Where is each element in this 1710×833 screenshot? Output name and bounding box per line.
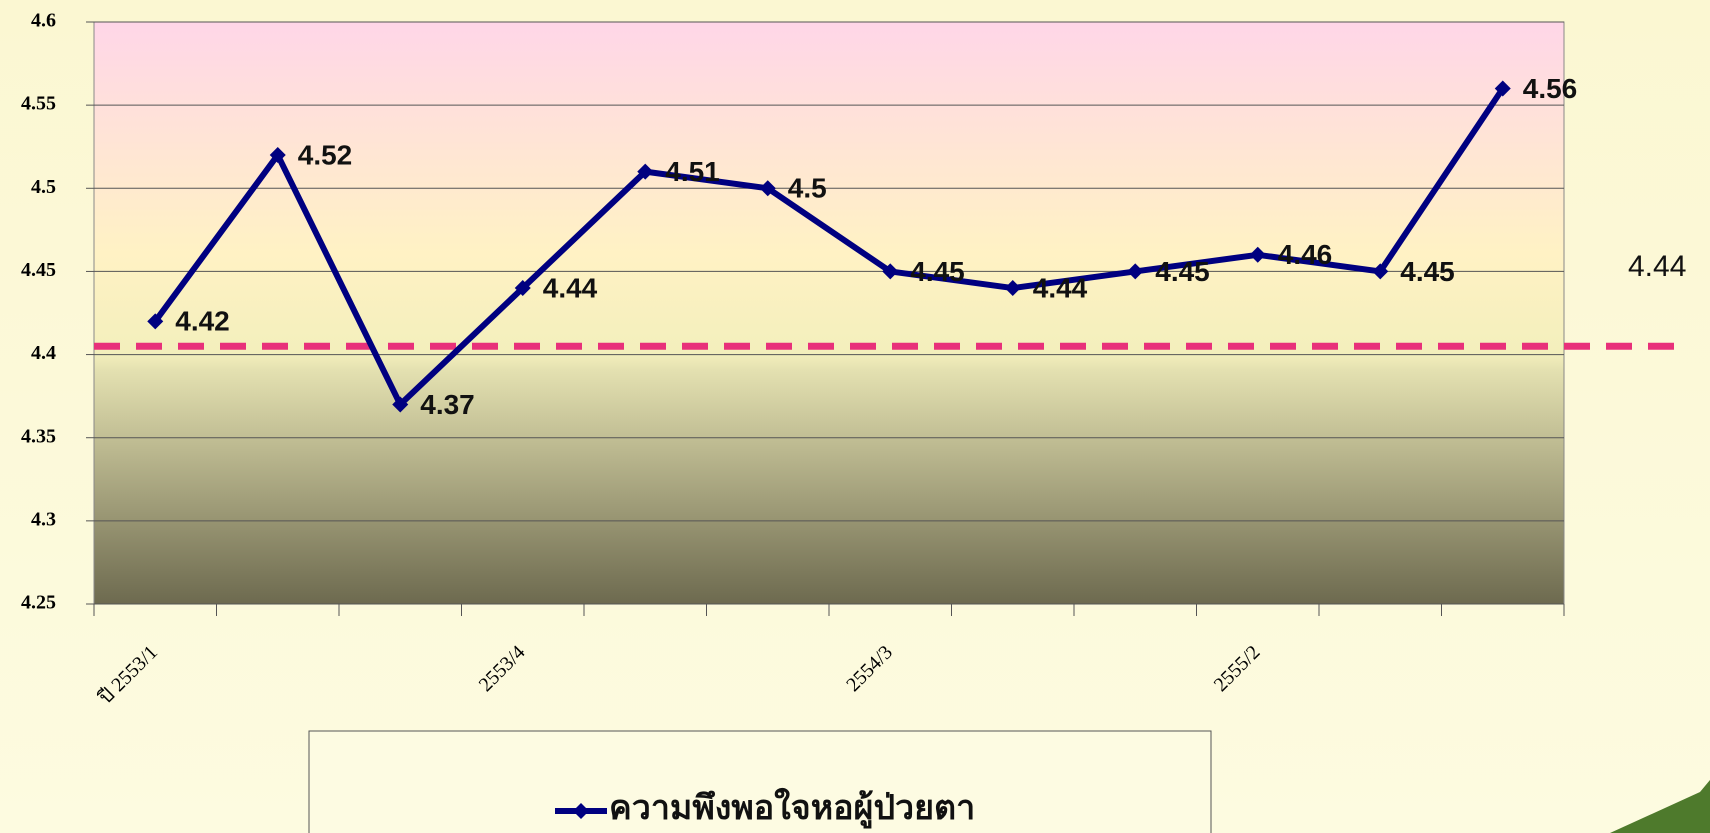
data-label: 4.5 bbox=[788, 173, 827, 204]
y-tick-label: 4.25 bbox=[21, 592, 56, 614]
plot-area bbox=[94, 22, 1564, 604]
y-tick-label: 4.6 bbox=[31, 10, 56, 32]
y-tick-label: 4.3 bbox=[31, 508, 56, 530]
y-tick-label: 4.4 bbox=[31, 342, 56, 364]
data-label: 4.44 bbox=[543, 272, 598, 303]
y-tick-label: 4.55 bbox=[21, 93, 56, 115]
data-label: 4.51 bbox=[665, 156, 720, 187]
data-label: 4.46 bbox=[1278, 239, 1333, 270]
legend-label: ความพึงพอใจหอผู้ป่วยตา bbox=[609, 787, 975, 829]
annotation: 4.44 bbox=[1628, 250, 1686, 283]
y-tick-label: 4.35 bbox=[21, 425, 56, 447]
data-label: 4.45 bbox=[910, 256, 965, 287]
chart: 4.254.34.354.44.454.54.554.6ปี 2553/1255… bbox=[0, 0, 1710, 833]
data-label: 4.45 bbox=[1400, 256, 1455, 287]
y-tick-label: 4.45 bbox=[21, 259, 56, 281]
data-label: 4.44 bbox=[1033, 272, 1088, 303]
data-label: 4.42 bbox=[175, 306, 230, 337]
data-label: 4.45 bbox=[1155, 256, 1210, 287]
data-label: 4.37 bbox=[420, 389, 475, 420]
y-tick-label: 4.5 bbox=[31, 176, 56, 198]
data-label: 4.52 bbox=[298, 139, 353, 170]
data-label: 4.56 bbox=[1523, 73, 1578, 104]
